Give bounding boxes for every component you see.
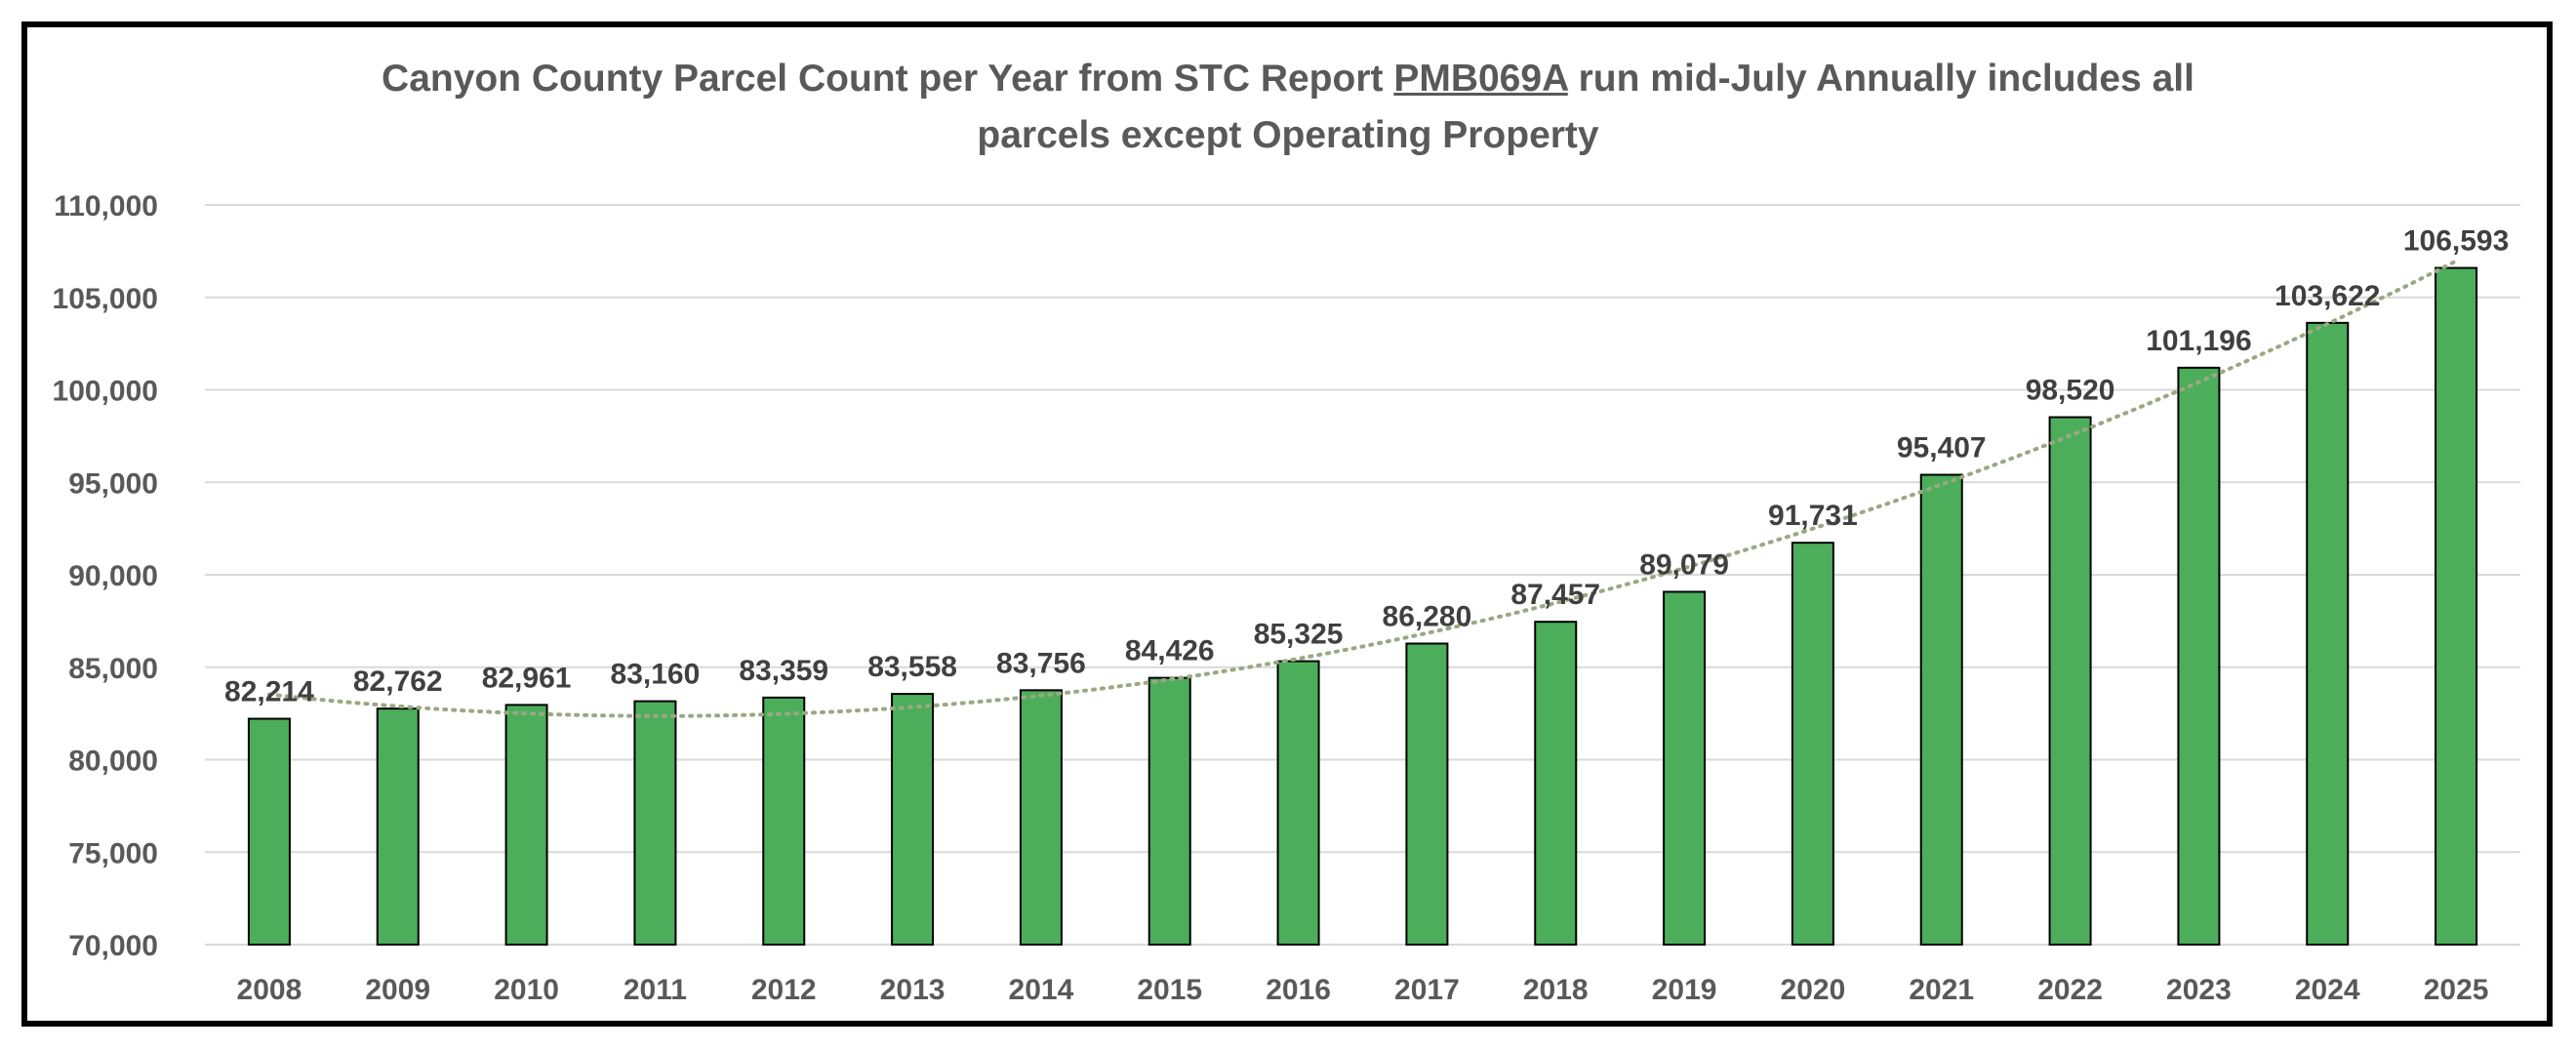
chart-title-suffix: run mid-July Annually includes all [1567, 58, 2194, 100]
y-tick-label: 110,000 [54, 190, 158, 222]
data-label-2021: 95,407 [1897, 432, 1987, 464]
chart-title: Canyon County Parcel Count per Year from… [0, 51, 2576, 164]
bar-2023 [2177, 366, 2221, 946]
data-label-2009: 82,762 [353, 666, 443, 698]
chart-title-line-1: Canyon County Parcel Count per Year from… [0, 51, 2576, 107]
y-tick-label: 70,000 [68, 930, 158, 962]
bar-2014 [1019, 689, 1063, 946]
y-tick-label: 95,000 [68, 467, 158, 500]
bar-2010 [504, 704, 548, 946]
data-label-2017: 86,280 [1383, 600, 1472, 632]
bar-2012 [762, 696, 806, 946]
x-tick-2009: 2009 [365, 974, 430, 1006]
bar-2020 [1791, 542, 1834, 947]
bar-2021 [1919, 473, 1963, 946]
x-tick-2023: 2023 [2166, 974, 2232, 1006]
x-tick-2014: 2014 [1009, 974, 1074, 1006]
data-label-2019: 89,079 [1639, 548, 1729, 581]
data-label-2016: 85,325 [1254, 619, 1344, 651]
bar-2024 [2306, 321, 2350, 946]
y-tick-label: 90,000 [68, 560, 158, 592]
x-axis-tick-labels: 2008 2009 2010 2011 2012 2013 2014 2015 2016 2017… [237, 974, 2489, 1006]
bar-2022 [2048, 416, 2092, 946]
x-tick-2020: 2020 [1781, 974, 1846, 1006]
x-tick-2018: 2018 [1523, 974, 1589, 1006]
y-tick-label: 75,000 [68, 837, 158, 869]
bar-2019 [1663, 590, 1707, 946]
data-label-2023: 101,196 [2146, 325, 2251, 357]
x-tick-2025: 2025 [2424, 974, 2489, 1006]
data-label-2024: 103,622 [2274, 280, 2380, 312]
data-label-2022: 98,520 [2026, 375, 2115, 407]
trendline [266, 259, 2459, 718]
y-tick-label: 100,000 [53, 376, 158, 408]
bar-2017 [1405, 642, 1449, 947]
data-label-2015: 84,426 [1125, 635, 1215, 667]
data-label-2012: 83,359 [739, 655, 828, 687]
x-tick-2022: 2022 [2037, 974, 2103, 1006]
x-tick-2021: 2021 [1909, 974, 1974, 1006]
x-tick-2015: 2015 [1137, 974, 1202, 1006]
bar-2018 [1534, 621, 1578, 947]
trendline-layer [266, 259, 2459, 718]
bar-2008 [247, 717, 291, 946]
bar-2013 [891, 693, 935, 947]
report-code-link: PMB069A [1393, 58, 1568, 100]
data-label-2020: 91,731 [1768, 500, 1858, 532]
y-tick-label: 80,000 [68, 746, 158, 778]
x-tick-2008: 2008 [237, 974, 302, 1006]
y-axis-tick-labels: 70,000 75,000 80,000 85,000 90,000 95,000 100,… [53, 190, 158, 962]
y-tick-label: 85,000 [68, 653, 158, 685]
bar-2011 [633, 700, 677, 946]
bar-2016 [1276, 660, 1320, 946]
data-label-2018: 87,457 [1510, 579, 1600, 611]
data-label-2014: 83,756 [996, 647, 1086, 679]
x-tick-2019: 2019 [1652, 974, 1717, 1006]
data-labels: 82,214 82,762 82,961 83,160 83,359 83,558 83,7… [224, 225, 2509, 708]
x-tick-2013: 2013 [880, 974, 946, 1006]
x-tick-2016: 2016 [1266, 974, 1331, 1006]
x-tick-2017: 2017 [1394, 974, 1460, 1006]
x-tick-2011: 2011 [624, 974, 687, 1006]
y-tick-label: 105,000 [53, 283, 158, 315]
x-tick-2024: 2024 [2295, 974, 2360, 1006]
x-tick-2012: 2012 [751, 974, 817, 1006]
data-label-2025: 106,593 [2403, 225, 2509, 258]
chart-title-line-2: parcels except Operating Property [977, 114, 1599, 156]
bar-2025 [2435, 266, 2478, 947]
data-label-2008: 82,214 [224, 676, 314, 708]
bar-2015 [1147, 676, 1191, 947]
bars [247, 266, 2478, 947]
x-tick-2010: 2010 [494, 974, 559, 1006]
chart-title-prefix: Canyon County Parcel Count per Year from… [382, 58, 1394, 100]
data-label-2010: 82,961 [482, 662, 572, 694]
data-label-2013: 83,558 [867, 651, 957, 683]
gridlines [205, 204, 2520, 946]
bar-2009 [376, 707, 420, 946]
data-label-2011: 83,160 [611, 659, 701, 691]
